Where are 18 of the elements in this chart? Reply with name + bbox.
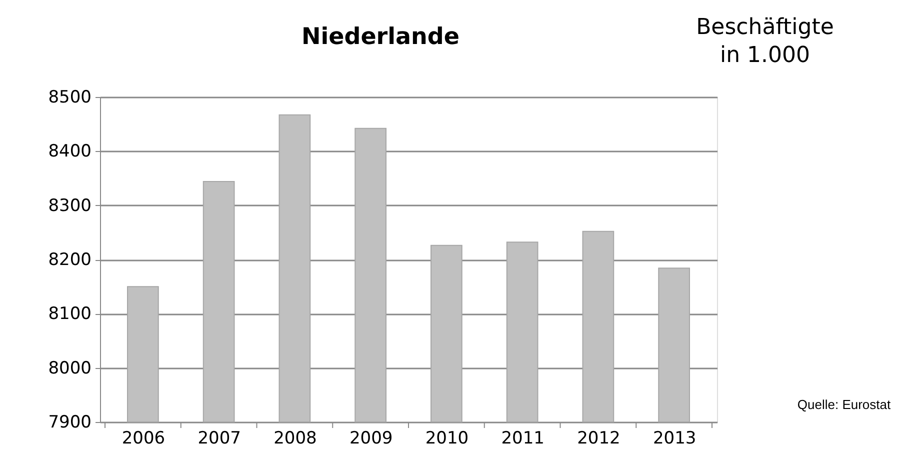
x-tick-label: 2009: [349, 428, 393, 448]
x-tick-label: 2007: [198, 428, 241, 448]
x-tick-label: 2008: [274, 428, 317, 448]
x-tick-label: 2013: [652, 428, 696, 448]
x-tick-label: 2006: [122, 428, 166, 448]
y-tick-label: 8100: [48, 304, 92, 324]
y-tick-label: 8200: [48, 250, 92, 270]
y-tick-label: 8500: [48, 88, 92, 108]
x-tick-label: 2011: [501, 428, 544, 448]
x-tick-label: 2012: [577, 428, 620, 448]
y-tick-label: 8300: [48, 196, 92, 216]
text: Beschäftigte in 1.000: [696, 15, 834, 68]
y-tick-label: 7900: [48, 412, 92, 432]
source-note: Quelle: Eurostat: [797, 397, 891, 412]
chart-title: Niederlande: [302, 24, 460, 50]
y-tick-label: 8400: [48, 142, 92, 162]
y-tick-label: 8000: [48, 358, 92, 378]
x-tick-label: 2010: [425, 428, 469, 448]
